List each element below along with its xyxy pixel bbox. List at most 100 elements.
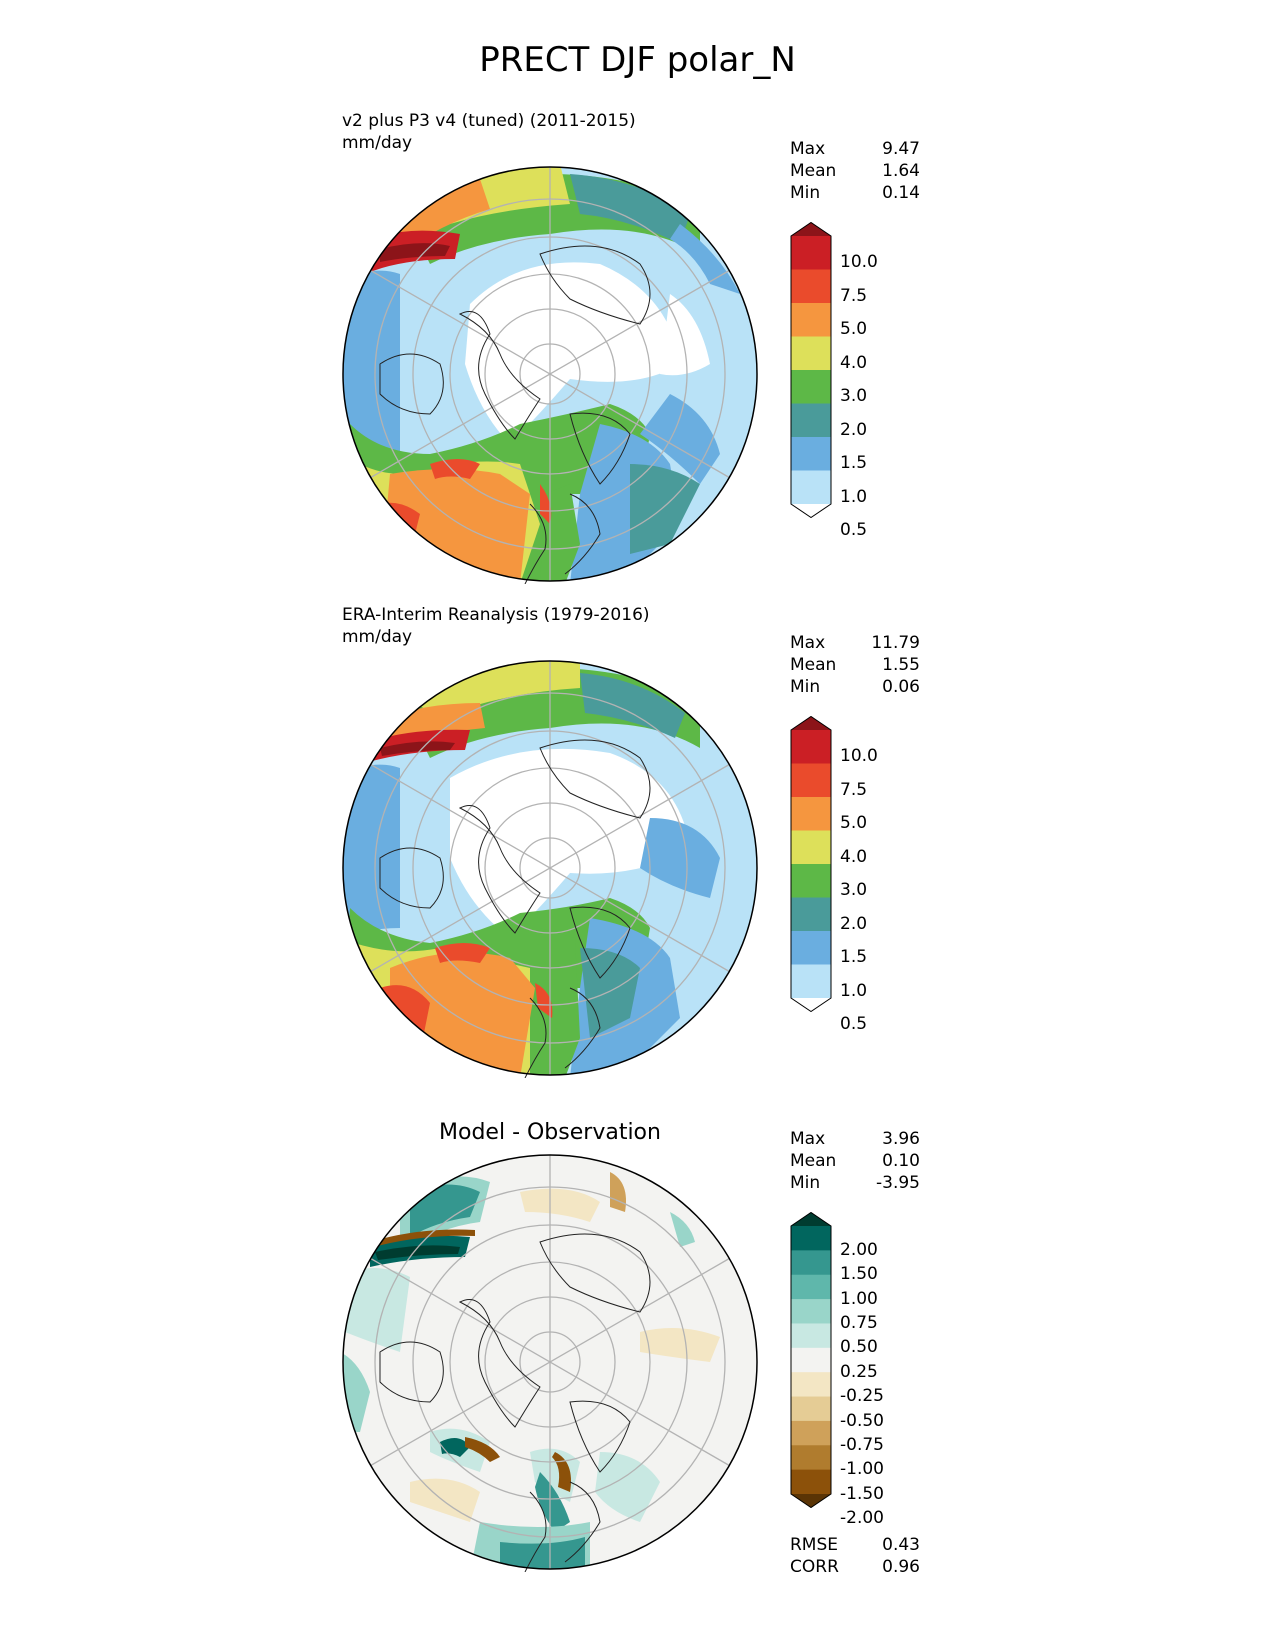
- cb-tick-label: 2.00: [840, 1240, 878, 1260]
- cb-tick-label: 0.75: [840, 1313, 878, 1334]
- cb-tick-label: 0.5: [840, 520, 868, 540]
- colorbar-segment: [791, 470, 831, 505]
- panel2-stat-max: Max 11.79: [790, 632, 920, 654]
- cb-tick-label: 1.5: [840, 947, 868, 967]
- panel1-units: mm/day: [342, 133, 413, 153]
- colorbar-segment: [791, 730, 831, 764]
- colorbar-segment: [791, 1372, 831, 1398]
- panel2-title: ERA-Interim Reanalysis (1979-2016) mm/da…: [342, 604, 650, 648]
- panel1-stats: Max 9.47 Mean 1.64 Min 0.14: [790, 138, 920, 204]
- cb-tick-label: 5.0: [840, 319, 868, 339]
- stat-label: Max: [790, 139, 826, 159]
- stat-label: CORR: [790, 1557, 839, 1577]
- panel3-colorbar: [790, 1212, 832, 1508]
- cb-tick-label: 7.5: [840, 779, 868, 800]
- colorbar-segment: [791, 370, 831, 404]
- colorbar-segment: [791, 964, 831, 999]
- colorbar-extend-top: [791, 222, 831, 236]
- cb-tick-label: -2.00: [840, 1508, 884, 1528]
- cb-tick-label: -0.75: [840, 1434, 884, 1455]
- cb-tick-label: -0.25: [840, 1386, 884, 1407]
- panel3-title: Model - Observation: [439, 1120, 661, 1145]
- panel1-stat-min: Min 0.14: [790, 182, 920, 204]
- colorbar-segment: [791, 269, 831, 304]
- stat-label: Min: [790, 183, 821, 203]
- panel1-stat-mean: Mean 1.64: [790, 160, 920, 182]
- cb-tick-label: 1.5: [840, 453, 868, 473]
- cb-tick-label: -1.50: [840, 1483, 884, 1504]
- stat-value: 9.47: [882, 139, 920, 159]
- colorbar-segment: [791, 763, 831, 798]
- figure-title: PRECT DJF polar_N: [479, 40, 796, 80]
- colorbar-outline: [790, 1212, 832, 1508]
- cb-tick-label: 2.0: [840, 913, 868, 934]
- panel2-stat-min: Min 0.06: [790, 676, 920, 698]
- panel1-colorbar: [790, 222, 832, 518]
- stat-value: -3.95: [876, 1173, 920, 1193]
- stat-value: 0.43: [882, 1535, 920, 1555]
- stat-value: 0.06: [882, 677, 920, 697]
- colorbar-segment: [791, 931, 831, 965]
- panel1-polar-map: [342, 166, 758, 584]
- stat-value: 0.10: [882, 1151, 920, 1171]
- stat-label: Min: [790, 1173, 821, 1193]
- stat-value: 0.96: [882, 1557, 920, 1577]
- stat-label: Mean: [790, 1151, 837, 1171]
- colorbar-segment: [791, 1274, 831, 1300]
- colorbar-segment: [791, 1445, 831, 1471]
- panel3-footer-stats: RMSE 0.43 CORR 0.96: [790, 1534, 920, 1578]
- colorbar-segment: [791, 897, 831, 932]
- colorbar-segment: [791, 1396, 831, 1422]
- colorbar-segment: [791, 303, 831, 337]
- colorbar-segment: [791, 797, 831, 831]
- panel2-polar-map: [342, 660, 758, 1078]
- cb-tick-label: 10.0: [840, 252, 878, 272]
- colorbar-segment: [791, 1469, 831, 1495]
- colorbar-extend-top: [791, 716, 831, 730]
- stat-value: 1.55: [882, 655, 920, 675]
- panel2-units: mm/day: [342, 627, 413, 647]
- colorbar-segment: [791, 236, 831, 270]
- colorbar-segment: [791, 830, 831, 865]
- cb-tick-label: 0.50: [840, 1337, 878, 1358]
- colorbar-segment: [791, 437, 831, 471]
- colorbar-segment: [791, 403, 831, 438]
- cb-tick-label: 1.0: [840, 486, 868, 507]
- stat-label: Mean: [790, 161, 837, 181]
- colorbar-outline: [790, 222, 832, 518]
- cb-tick-label: 10.0: [840, 746, 878, 766]
- cb-tick-label: 2.0: [840, 419, 868, 440]
- stat-label: RMSE: [790, 1535, 839, 1555]
- colorbar-extend-top: [791, 1212, 831, 1226]
- panel1-title: v2 plus P3 v4 (tuned) (2011-2015) mm/day: [342, 110, 636, 154]
- panel1-stat-max: Max 9.47: [790, 138, 920, 160]
- stat-label: Max: [790, 633, 826, 653]
- colorbar-extend-bottom: [791, 998, 831, 1012]
- colorbar-segment: [791, 1420, 831, 1446]
- colorbar-segment: [791, 336, 831, 371]
- colorbar-segment: [791, 1323, 831, 1349]
- panel2-stat-mean: Mean 1.55: [790, 654, 920, 676]
- panel2-stats: Max 11.79 Mean 1.55 Min 0.06: [790, 632, 920, 698]
- colorbar-segment: [791, 1347, 831, 1373]
- panel3-stat-rmse: RMSE 0.43: [790, 1534, 920, 1556]
- panel2-colorbar: [790, 716, 832, 1012]
- stat-label: Mean: [790, 655, 837, 675]
- cb-tick-label: 7.5: [840, 285, 868, 306]
- cb-tick-label: 1.0: [840, 980, 868, 1001]
- panel1-title-line1: v2 plus P3 v4 (tuned) (2011-2015): [342, 111, 636, 131]
- colorbar-extend-bottom: [791, 1494, 831, 1508]
- cb-tick-label: 1.00: [840, 1288, 878, 1309]
- colorbar-extend-bottom: [791, 504, 831, 518]
- panel3-polar-map: [342, 1154, 758, 1572]
- panel3-stat-max: Max 3.96: [790, 1128, 920, 1150]
- cb-tick-label: 3.0: [840, 880, 868, 900]
- cb-tick-label: 0.25: [840, 1361, 878, 1382]
- cb-tick-label: 1.50: [840, 1264, 878, 1285]
- colorbar-segment: [791, 1226, 831, 1251]
- colorbar-segment: [791, 864, 831, 898]
- panel2-title-line1: ERA-Interim Reanalysis (1979-2016): [342, 605, 650, 625]
- stat-label: Max: [790, 1129, 826, 1149]
- colorbar-outline: [790, 716, 832, 1012]
- stat-value: 11.79: [871, 633, 920, 653]
